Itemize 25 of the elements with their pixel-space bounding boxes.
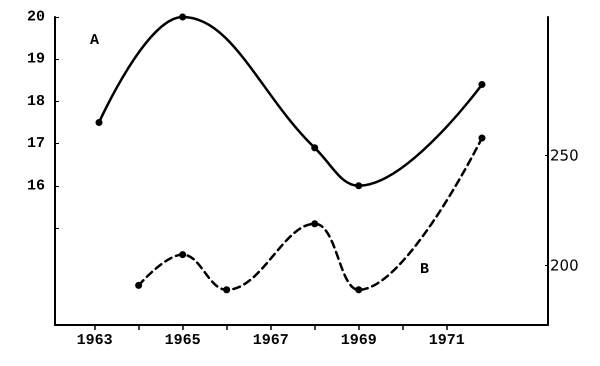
y2-tick-label: 250 xyxy=(550,146,579,165)
x-tick-label: 1967 xyxy=(252,332,289,349)
y-tick-label: 20 xyxy=(26,8,45,26)
y2-tick-label: 200 xyxy=(550,256,579,275)
series-label: B xyxy=(420,261,430,278)
point xyxy=(311,220,318,228)
point xyxy=(478,81,486,88)
point xyxy=(223,286,230,294)
point xyxy=(478,134,486,142)
x-tick-label: 1969 xyxy=(340,332,377,349)
point xyxy=(355,286,362,294)
x-tick-label: 1963 xyxy=(76,332,113,349)
point xyxy=(179,251,186,258)
point xyxy=(311,144,318,152)
x-tick-label: 1971 xyxy=(428,332,465,349)
point xyxy=(96,118,103,126)
x-tick-label: 1965 xyxy=(164,332,201,349)
point xyxy=(355,182,362,190)
y-tick-label: 17 xyxy=(26,135,45,152)
y-tick-label: 19 xyxy=(26,50,45,68)
point xyxy=(179,14,186,20)
y-tick-label: 18 xyxy=(26,92,45,110)
point xyxy=(135,282,142,289)
text: A xyxy=(90,32,100,49)
y-tick-label: 16 xyxy=(26,177,45,194)
